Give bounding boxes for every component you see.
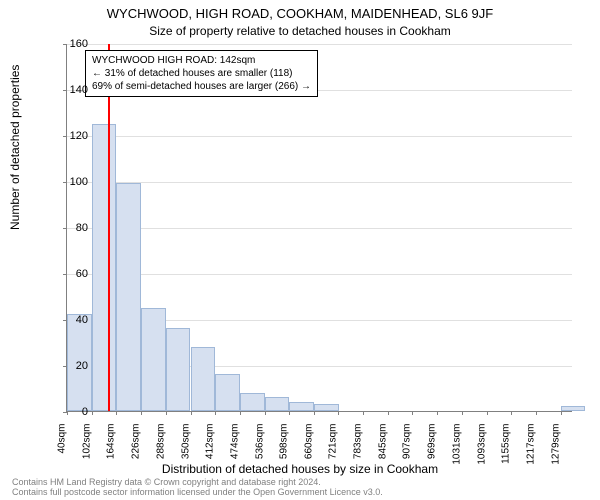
x-tick-mark	[92, 411, 93, 415]
x-tick-label: 474sqm	[229, 424, 240, 468]
x-tick-label: 1031sqm	[451, 424, 462, 468]
x-tick-label: 721sqm	[328, 424, 339, 468]
histogram-bar	[166, 328, 191, 411]
footer-line-2: Contains full postcode sector informatio…	[12, 488, 383, 498]
x-tick-label: 40sqm	[57, 424, 68, 468]
plot-area: WYCHWOOD HIGH ROAD: 142sqm← 31% of detac…	[66, 44, 572, 412]
x-tick-label: 164sqm	[106, 424, 117, 468]
y-tick-label: 100	[58, 176, 88, 188]
gridline	[67, 44, 572, 45]
gridline	[67, 136, 572, 137]
x-tick-mark	[561, 411, 562, 415]
x-tick-label: 1155sqm	[501, 424, 512, 468]
marker-line	[108, 44, 110, 411]
histogram-bar	[561, 406, 586, 411]
x-tick-label: 1093sqm	[476, 424, 487, 468]
x-tick-label: 660sqm	[304, 424, 315, 468]
x-tick-mark	[116, 411, 117, 415]
x-tick-mark	[240, 411, 241, 415]
x-tick-label: 1279sqm	[550, 424, 561, 468]
x-tick-mark	[536, 411, 537, 415]
y-tick-label: 0	[58, 406, 88, 418]
x-tick-mark	[511, 411, 512, 415]
x-tick-label: 288sqm	[155, 424, 166, 468]
x-tick-label: 969sqm	[427, 424, 438, 468]
histogram-bar	[265, 397, 290, 411]
x-tick-mark	[166, 411, 167, 415]
x-tick-mark	[487, 411, 488, 415]
x-tick-mark	[412, 411, 413, 415]
x-tick-label: 102sqm	[81, 424, 92, 468]
histogram-bar	[240, 393, 265, 411]
y-axis-label: Number of detached properties	[8, 65, 22, 230]
x-tick-mark	[388, 411, 389, 415]
x-tick-mark	[437, 411, 438, 415]
x-tick-mark	[141, 411, 142, 415]
histogram-bar	[92, 124, 117, 412]
y-tick-label: 160	[58, 38, 88, 50]
y-tick-label: 40	[58, 314, 88, 326]
y-tick-label: 60	[58, 268, 88, 280]
y-tick-label: 140	[58, 84, 88, 96]
x-tick-mark	[314, 411, 315, 415]
x-tick-label: 845sqm	[377, 424, 388, 468]
histogram-bar	[289, 402, 314, 411]
annotation-box: WYCHWOOD HIGH ROAD: 142sqm← 31% of detac…	[85, 50, 318, 97]
histogram-bar	[215, 374, 240, 411]
footer-text: Contains HM Land Registry data © Crown c…	[12, 478, 383, 498]
annotation-line: ← 31% of detached houses are smaller (11…	[92, 67, 311, 80]
histogram-bar	[314, 404, 339, 411]
gridline	[67, 182, 572, 183]
chart-title: WYCHWOOD, HIGH ROAD, COOKHAM, MAIDENHEAD…	[0, 6, 600, 21]
y-tick-label: 20	[58, 360, 88, 372]
x-tick-label: 350sqm	[180, 424, 191, 468]
annotation-line: 69% of semi-detached houses are larger (…	[92, 80, 311, 93]
x-tick-mark	[338, 411, 339, 415]
histogram-bar	[191, 347, 216, 411]
x-tick-label: 226sqm	[131, 424, 142, 468]
histogram-bar	[116, 183, 141, 411]
gridline	[67, 228, 572, 229]
x-tick-mark	[265, 411, 266, 415]
y-tick-label: 80	[58, 222, 88, 234]
x-tick-mark	[289, 411, 290, 415]
x-tick-label: 907sqm	[402, 424, 413, 468]
x-tick-label: 1217sqm	[525, 424, 536, 468]
x-tick-mark	[363, 411, 364, 415]
chart-subtitle: Size of property relative to detached ho…	[0, 24, 600, 38]
x-tick-label: 598sqm	[279, 424, 290, 468]
x-tick-mark	[191, 411, 192, 415]
x-tick-label: 536sqm	[254, 424, 265, 468]
x-tick-label: 783sqm	[353, 424, 364, 468]
gridline	[67, 274, 572, 275]
histogram-bar	[141, 308, 166, 412]
histogram-chart: WYCHWOOD, HIGH ROAD, COOKHAM, MAIDENHEAD…	[0, 0, 600, 500]
x-tick-mark	[215, 411, 216, 415]
annotation-line: WYCHWOOD HIGH ROAD: 142sqm	[92, 54, 311, 67]
y-tick-label: 120	[58, 130, 88, 142]
x-tick-label: 412sqm	[205, 424, 216, 468]
x-tick-mark	[462, 411, 463, 415]
